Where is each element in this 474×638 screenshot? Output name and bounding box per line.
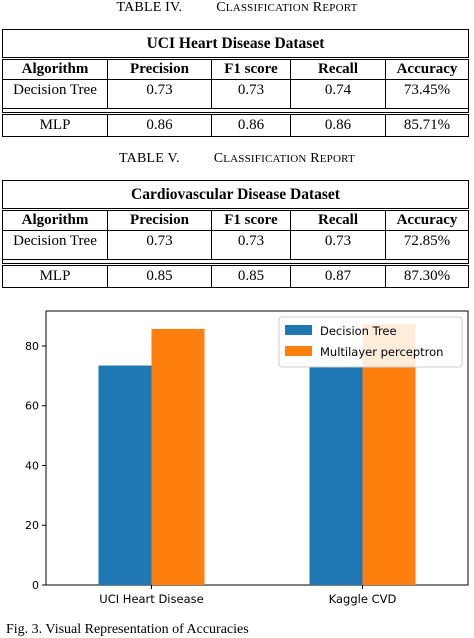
cell-algorithm: MLP	[2, 113, 108, 137]
bar-decision-tree	[98, 365, 152, 585]
table-v-number: TABLE V.	[119, 151, 180, 166]
header-recall: Recall	[290, 209, 386, 231]
cell-algorithm: Decision Tree	[2, 79, 108, 109]
row-separator	[2, 108, 469, 115]
cell-accuracy: 87.30%	[385, 264, 469, 288]
cell-f1: 0.86	[211, 113, 291, 137]
table-v: Cardiovascular Disease Dataset Algorithm…	[2, 180, 469, 288]
legend-box	[278, 316, 463, 368]
header-precision: Precision	[107, 58, 212, 80]
header-precision: Precision	[107, 209, 212, 231]
header-f1: F1 score	[211, 58, 291, 80]
header-algorithm: Algorithm	[2, 209, 108, 231]
table-iv: UCI Heart Disease Dataset Algorithm Prec…	[2, 29, 469, 137]
bar-mlp	[362, 324, 416, 585]
row-separator	[2, 259, 469, 266]
table-v-caption: TABLE V. CLASSIFICATION REPORT	[119, 151, 355, 166]
cell-recall: 0.74	[290, 79, 386, 109]
header-f1: F1 score	[211, 209, 291, 231]
cell-recall: 0.87	[290, 264, 386, 288]
y-tick-label: 40	[25, 459, 39, 472]
legend-swatch	[285, 325, 312, 335]
bar-mlp	[151, 328, 205, 585]
legend-label: Decision Tree	[320, 324, 397, 338]
cell-f1: 0.73	[211, 230, 291, 260]
cell-accuracy: 73.45%	[385, 79, 469, 109]
bar-decision-tree	[309, 367, 363, 585]
header-accuracy: Accuracy	[385, 209, 469, 231]
x-tick-label: Kaggle CVD	[329, 592, 397, 606]
table-v-dataset-title: Cardiovascular Disease Dataset	[2, 180, 469, 211]
legend-label: Multilayer perceptron	[320, 345, 443, 359]
y-tick-label: 20	[25, 519, 39, 532]
table-row: Decision Tree 0.73 0.73 0.73 72.85%	[2, 230, 469, 260]
cell-algorithm: Decision Tree	[2, 230, 108, 260]
legend-swatch	[285, 346, 312, 356]
x-tick-label: UCI Heart Disease	[99, 592, 203, 606]
table-row: Decision Tree 0.73 0.73 0.74 73.45%	[2, 79, 469, 109]
cell-precision: 0.73	[107, 230, 212, 260]
cell-recall: 0.73	[290, 230, 386, 260]
accuracy-bar-chart: 0 20 40 60 80 UCI Heart Disease Kaggle CVD Deci…	[0, 300, 474, 612]
header-algorithm: Algorithm	[2, 58, 108, 80]
y-tick-label: 60	[25, 400, 39, 413]
table-iv-caption: TABLE IV. CLASSIFICATION REPORT	[116, 0, 358, 15]
y-tick-label: 0	[32, 579, 39, 592]
y-tick-label: 80	[25, 340, 39, 353]
cell-precision: 0.73	[107, 79, 212, 109]
table-row: MLP 0.86 0.86 0.86 85.71%	[2, 113, 469, 137]
cell-accuracy: 85.71%	[385, 113, 469, 137]
cell-f1: 0.73	[211, 79, 291, 109]
header-accuracy: Accuracy	[385, 58, 469, 80]
table-row: MLP 0.85 0.85 0.87 87.30%	[2, 264, 469, 288]
cell-accuracy: 72.85%	[385, 230, 469, 260]
header-recall: Recall	[290, 58, 386, 80]
cell-precision: 0.85	[107, 264, 212, 288]
table-iv-dataset-title: UCI Heart Disease Dataset	[2, 29, 469, 60]
table-iv-number: TABLE IV.	[116, 0, 183, 15]
cell-f1: 0.85	[211, 264, 291, 288]
cell-precision: 0.86	[107, 113, 212, 137]
chart-svg: 0 20 40 60 80 UCI Heart Disease Kaggle CVD Deci…	[25, 310, 469, 606]
cell-recall: 0.86	[290, 113, 386, 137]
cell-algorithm: MLP	[2, 264, 108, 288]
figure-caption: Fig. 3. Visual Representation of Accurac…	[6, 622, 249, 637]
